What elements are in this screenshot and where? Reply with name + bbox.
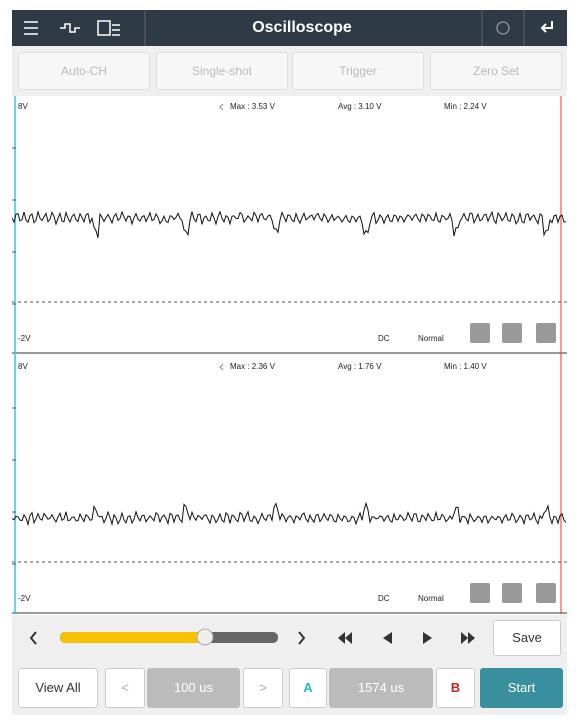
footer: View All < 100 us > A 1574 us B Start	[12, 661, 567, 715]
waveform	[12, 501, 567, 527]
bottom-voltage: -2V	[18, 594, 31, 603]
auto-ch-button[interactable]: Auto-CH	[18, 52, 150, 90]
control-row: Save	[12, 615, 567, 661]
trigger-mode: Normal	[418, 594, 444, 603]
start-button[interactable]: Start	[480, 668, 563, 708]
min-value: Min : 1.40 V	[444, 362, 487, 371]
top-bar: Oscilloscope	[12, 10, 567, 46]
max-value: Max : 2.36 V	[230, 362, 276, 371]
top-voltage: 8V	[18, 102, 28, 111]
prev-timebase[interactable]: <	[105, 668, 145, 708]
min-value: Min : 2.24 V	[444, 102, 487, 111]
save-button[interactable]: Save	[493, 620, 561, 656]
timebase: 100 us	[147, 668, 240, 708]
next-timebase[interactable]: >	[243, 668, 283, 708]
avg-value: Avg : 3.10 V	[338, 102, 382, 111]
title: Oscilloscope	[252, 19, 352, 36]
left-arrow	[219, 363, 224, 371]
bottom-voltage: -2V	[18, 334, 31, 343]
waveform	[12, 210, 567, 238]
trigger-button[interactable]: Trigger	[292, 52, 424, 90]
toolbar-icons	[24, 10, 553, 46]
left-arrow	[219, 103, 224, 111]
cursor-b[interactable]: B	[436, 668, 475, 708]
playback-controls	[29, 628, 475, 646]
single-shot-button[interactable]: Single-shot	[156, 52, 288, 90]
cursor-a[interactable]: A	[289, 668, 327, 708]
button-row: Auto-CH Single-shot Trigger Zero Set	[12, 46, 567, 96]
coupling: DC	[378, 334, 390, 343]
view-all-button[interactable]: View All	[18, 668, 98, 708]
zero-set-button[interactable]: Zero Set	[430, 52, 562, 90]
scope-area: 8V Max : 3.53 V Avg : 3.10 V Min : 2.24 V -2…	[12, 96, 567, 614]
top-voltage: 8V	[18, 362, 28, 371]
avg-value: Avg : 1.76 V	[338, 362, 382, 371]
max-value: Max : 3.53 V	[230, 102, 276, 111]
cursor-delta: 1574 us	[329, 668, 433, 708]
coupling: DC	[378, 594, 390, 603]
trigger-mode: Normal	[418, 334, 444, 343]
